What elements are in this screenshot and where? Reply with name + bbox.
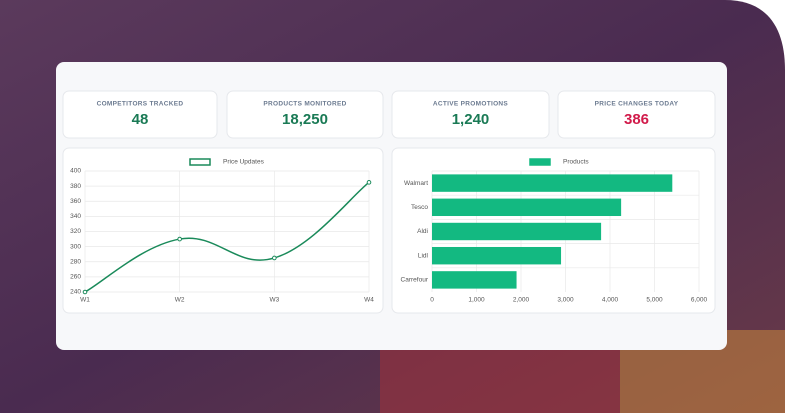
line-point xyxy=(272,255,277,261)
bar xyxy=(432,174,673,192)
x-tick-label: 0 xyxy=(430,297,434,304)
legend-label: Price Updates xyxy=(223,159,265,166)
x-tick-label: W2 xyxy=(175,297,185,304)
bar xyxy=(432,246,562,265)
y-tick-label: 300 xyxy=(70,243,81,250)
y-tick-label: 400 xyxy=(70,168,81,175)
bar xyxy=(432,198,622,217)
y-tick-label: Carrefour xyxy=(401,277,429,284)
kpi-value: 48 xyxy=(132,111,149,128)
line-point xyxy=(177,236,182,242)
x-tick-label: 3,000 xyxy=(557,297,574,304)
x-tick-label: W3 xyxy=(269,297,279,304)
y-tick-label: Lidl xyxy=(418,252,429,259)
y-tick-label: 380 xyxy=(70,183,81,190)
x-tick-label: 5,000 xyxy=(646,297,663,304)
kpi-label: COMPETITORS TRACKED xyxy=(97,101,184,108)
kpi-label: ACTIVE PROMOTIONS xyxy=(433,101,509,108)
legend-label: Products xyxy=(563,159,589,166)
kpi-card xyxy=(226,90,384,139)
bar xyxy=(432,271,517,289)
kpi-card xyxy=(391,90,550,139)
y-tick-label: 240 xyxy=(70,289,81,296)
kpi-value: 18,250 xyxy=(282,111,328,128)
bar xyxy=(432,222,602,241)
x-tick-label: 4,000 xyxy=(602,297,619,304)
legend-swatch xyxy=(189,158,211,166)
y-tick-label: 360 xyxy=(70,198,81,205)
y-tick-label: 280 xyxy=(70,258,81,265)
x-tick-label: W1 xyxy=(80,297,90,304)
produce-area xyxy=(380,345,620,413)
line-series xyxy=(84,181,370,293)
kpi-label: PRICE CHANGES TODAY xyxy=(595,101,679,108)
x-tick-label: W4 xyxy=(364,297,374,304)
y-tick-label: Walmart xyxy=(404,180,428,187)
line-point xyxy=(82,289,88,295)
legend-swatch xyxy=(529,158,551,166)
x-tick-label: 6,000 xyxy=(691,297,708,304)
kpi-card xyxy=(557,90,716,139)
kpi-card xyxy=(62,90,218,139)
kpi-value: 386 xyxy=(624,111,649,128)
y-tick-label: 320 xyxy=(70,228,81,235)
x-tick-label: 2,000 xyxy=(513,297,530,304)
line-point xyxy=(366,180,372,185)
y-tick-label: Tesco xyxy=(411,204,428,211)
y-tick-label: 260 xyxy=(70,274,81,281)
y-tick-label: 340 xyxy=(70,213,81,220)
x-tick-label: 1,000 xyxy=(468,297,485,304)
chart-card xyxy=(62,147,384,314)
y-tick-label: Aldi xyxy=(417,228,428,235)
kpi-value: 1,240 xyxy=(452,111,490,128)
kpi-label: PRODUCTS MONITORED xyxy=(263,101,346,108)
